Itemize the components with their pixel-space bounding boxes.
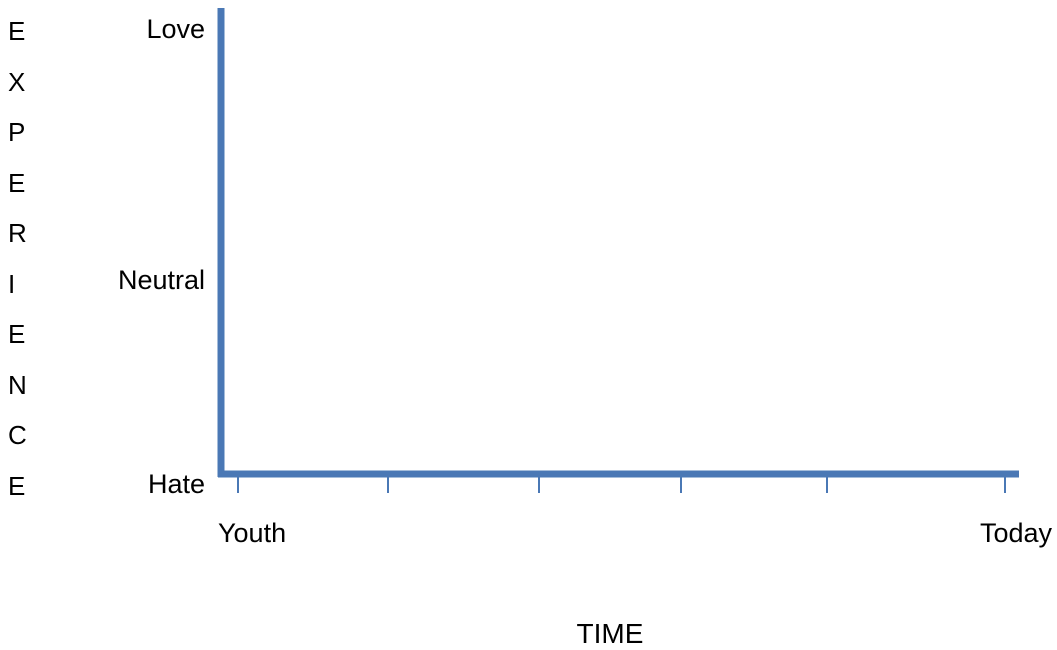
x-tick-label: Youth xyxy=(218,518,286,548)
y-axis-title-letter: E xyxy=(8,470,26,501)
y-axis-title-letter: X xyxy=(8,66,26,97)
x-axis-title: TIME xyxy=(577,618,644,649)
y-axis-title-letter: P xyxy=(8,117,26,147)
y-tick-label: Love xyxy=(146,14,205,44)
y-tick-labels: Hate Neutral Love xyxy=(118,14,205,499)
y-tick-label: Hate xyxy=(148,469,205,499)
y-tick-label: Neutral xyxy=(118,265,205,295)
y-axis-title-letter: E xyxy=(8,167,26,198)
y-axis-title-letter: R xyxy=(8,218,27,248)
axes xyxy=(217,8,1019,478)
x-tick-labels: Youth Today xyxy=(218,518,1052,548)
x-tick-label: Today xyxy=(980,518,1053,548)
y-axis-title-letter: E xyxy=(8,16,26,46)
x-ticks xyxy=(237,477,1006,493)
y-axis-title-letter: N xyxy=(8,369,27,400)
y-axis-title-letter: C xyxy=(8,420,27,450)
y-axis-title-letter: E xyxy=(8,319,26,349)
y-axis-title-letter: I xyxy=(8,268,16,299)
